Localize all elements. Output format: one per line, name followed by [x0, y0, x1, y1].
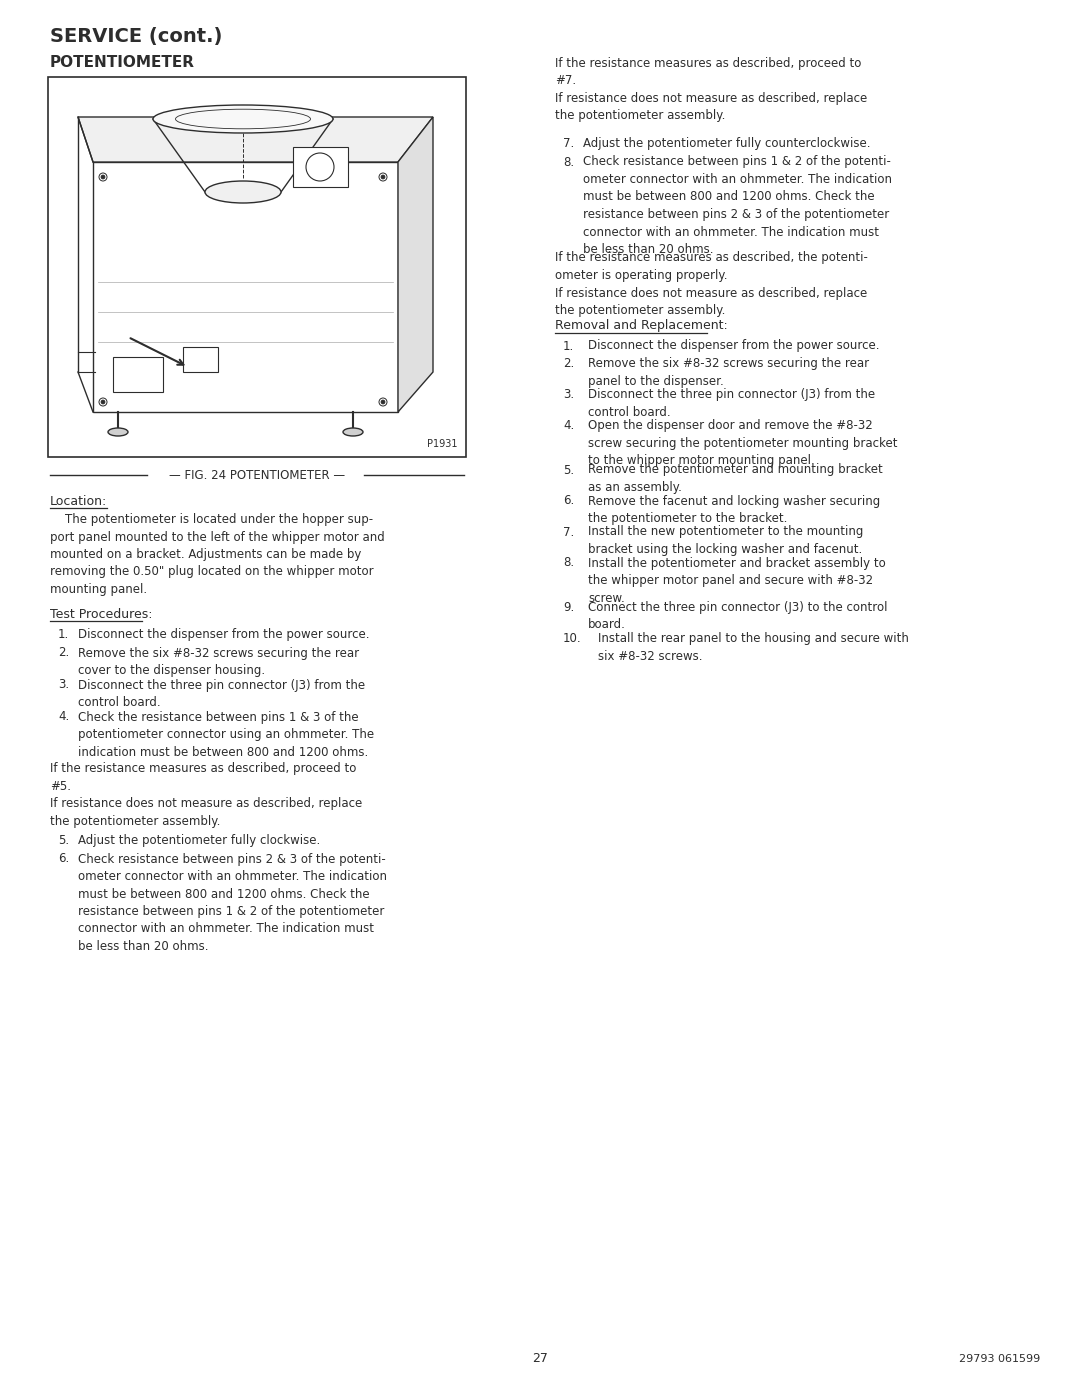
Text: 9.: 9. [563, 601, 575, 615]
Text: 5.: 5. [58, 834, 69, 847]
Text: Check the resistance between pins 1 & 3 of the
potentiometer connector using an : Check the resistance between pins 1 & 3 … [78, 711, 374, 759]
Text: POTENTIOMETER: POTENTIOMETER [50, 54, 195, 70]
Text: Disconnect the three pin connector (J3) from the
control board.: Disconnect the three pin connector (J3) … [78, 679, 365, 710]
Text: 2.: 2. [563, 358, 575, 370]
Text: P1931: P1931 [428, 439, 458, 448]
Text: Test Procedures:: Test Procedures: [50, 608, 152, 622]
Circle shape [102, 400, 105, 404]
Text: Open the dispenser door and remove the #8-32
screw securing the potentiometer mo: Open the dispenser door and remove the #… [588, 419, 897, 467]
Text: 4.: 4. [58, 711, 69, 724]
Text: Install the rear panel to the housing and secure with
six #8-32 screws.: Install the rear panel to the housing an… [598, 631, 909, 662]
Ellipse shape [343, 427, 363, 436]
Text: 29793 061599: 29793 061599 [959, 1354, 1040, 1363]
Text: Install the new potentiometer to the mounting
bracket using the locking washer a: Install the new potentiometer to the mou… [588, 525, 863, 556]
Text: Removal and Replacement:: Removal and Replacement: [555, 320, 728, 332]
Text: Adjust the potentiometer fully clockwise.: Adjust the potentiometer fully clockwise… [78, 834, 321, 847]
Circle shape [381, 400, 384, 404]
Bar [48, 77, 465, 457]
Circle shape [379, 398, 387, 407]
Ellipse shape [108, 427, 129, 436]
Text: 7.: 7. [563, 137, 575, 149]
Text: Remove the six #8-32 screws securing the rear
panel to the dispenser.: Remove the six #8-32 screws securing the… [588, 358, 869, 387]
Text: If the resistance measures as described, proceed to
#7.
If resistance does not m: If the resistance measures as described,… [555, 57, 867, 123]
Ellipse shape [153, 105, 333, 133]
Circle shape [99, 398, 107, 407]
Text: 3.: 3. [58, 679, 69, 692]
Text: 1.: 1. [563, 339, 575, 352]
Text: 8.: 8. [563, 556, 575, 570]
Text: Remove the six #8-32 screws securing the rear
cover to the dispenser housing.: Remove the six #8-32 screws securing the… [78, 647, 360, 678]
Ellipse shape [205, 182, 281, 203]
Text: 1.: 1. [58, 629, 69, 641]
Text: Check resistance between pins 1 & 2 of the potenti-
ometer connector with an ohm: Check resistance between pins 1 & 2 of t… [583, 155, 892, 256]
Bar [93, 162, 399, 412]
Circle shape [381, 175, 384, 179]
Text: 2.: 2. [58, 647, 69, 659]
Text: Disconnect the dispenser from the power source.: Disconnect the dispenser from the power … [588, 339, 879, 352]
Bar [113, 358, 163, 393]
Text: SERVICE (cont.): SERVICE (cont.) [50, 27, 222, 46]
Text: If the resistance measures as described, the potenti-
ometer is operating proper: If the resistance measures as described,… [555, 251, 868, 317]
Text: Location:: Location: [50, 495, 107, 509]
Circle shape [306, 154, 334, 182]
Text: 3.: 3. [563, 388, 575, 401]
Text: If the resistance measures as described, proceed to
#5.
If resistance does not m: If the resistance measures as described,… [50, 761, 362, 827]
Text: Disconnect the dispenser from the power source.: Disconnect the dispenser from the power … [78, 629, 369, 641]
Text: 5.: 5. [563, 464, 575, 476]
Polygon shape [399, 117, 433, 412]
Bar [293, 147, 348, 187]
Text: 7.: 7. [563, 525, 575, 538]
Text: 6.: 6. [58, 852, 69, 866]
Text: Adjust the potentiometer fully counterclockwise.: Adjust the potentiometer fully countercl… [583, 137, 870, 149]
Bar [183, 346, 218, 372]
Text: The potentiometer is located under the hopper sup-
port panel mounted to the lef: The potentiometer is located under the h… [50, 513, 384, 597]
Text: Install the potentiometer and bracket assembly to
the whipper motor panel and se: Install the potentiometer and bracket as… [588, 556, 886, 605]
Text: Check resistance between pins 2 & 3 of the potenti-
ometer connector with an ohm: Check resistance between pins 2 & 3 of t… [78, 852, 387, 953]
Text: 8.: 8. [563, 155, 575, 169]
Text: Disconnect the three pin connector (J3) from the
control board.: Disconnect the three pin connector (J3) … [588, 388, 875, 419]
Polygon shape [78, 117, 433, 162]
Text: Remove the potentiometer and mounting bracket
as an assembly.: Remove the potentiometer and mounting br… [588, 464, 882, 495]
Text: 6.: 6. [563, 495, 575, 507]
Text: — FIG. 24 POTENTIOMETER —: — FIG. 24 POTENTIOMETER — [168, 469, 346, 482]
Text: 10.: 10. [563, 631, 582, 645]
Text: 4.: 4. [563, 419, 575, 432]
Text: Remove the facenut and locking washer securing
the potentiometer to the bracket.: Remove the facenut and locking washer se… [588, 495, 880, 525]
Circle shape [102, 175, 105, 179]
Text: Connect the three pin connector (J3) to the control
board.: Connect the three pin connector (J3) to … [588, 601, 888, 631]
Text: 27: 27 [532, 1352, 548, 1365]
Circle shape [379, 173, 387, 182]
Circle shape [99, 173, 107, 182]
